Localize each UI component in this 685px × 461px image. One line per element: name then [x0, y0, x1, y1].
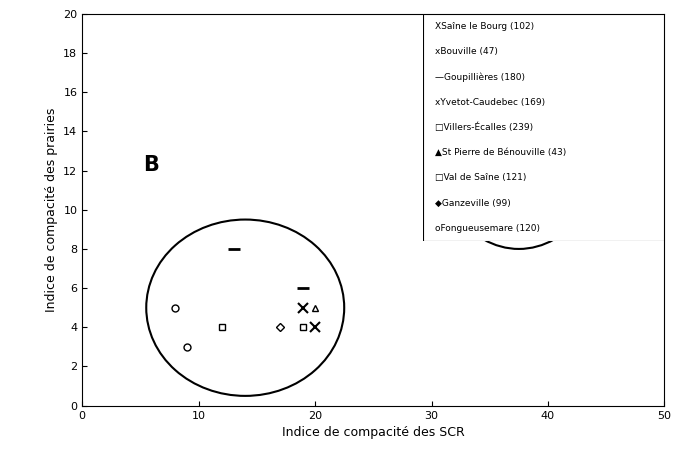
Text: B: B	[142, 155, 159, 175]
X-axis label: Indice de compacité des SCR: Indice de compacité des SCR	[282, 426, 464, 439]
Text: A: A	[437, 28, 453, 47]
Y-axis label: Indice de compacité des prairies: Indice de compacité des prairies	[45, 107, 58, 312]
